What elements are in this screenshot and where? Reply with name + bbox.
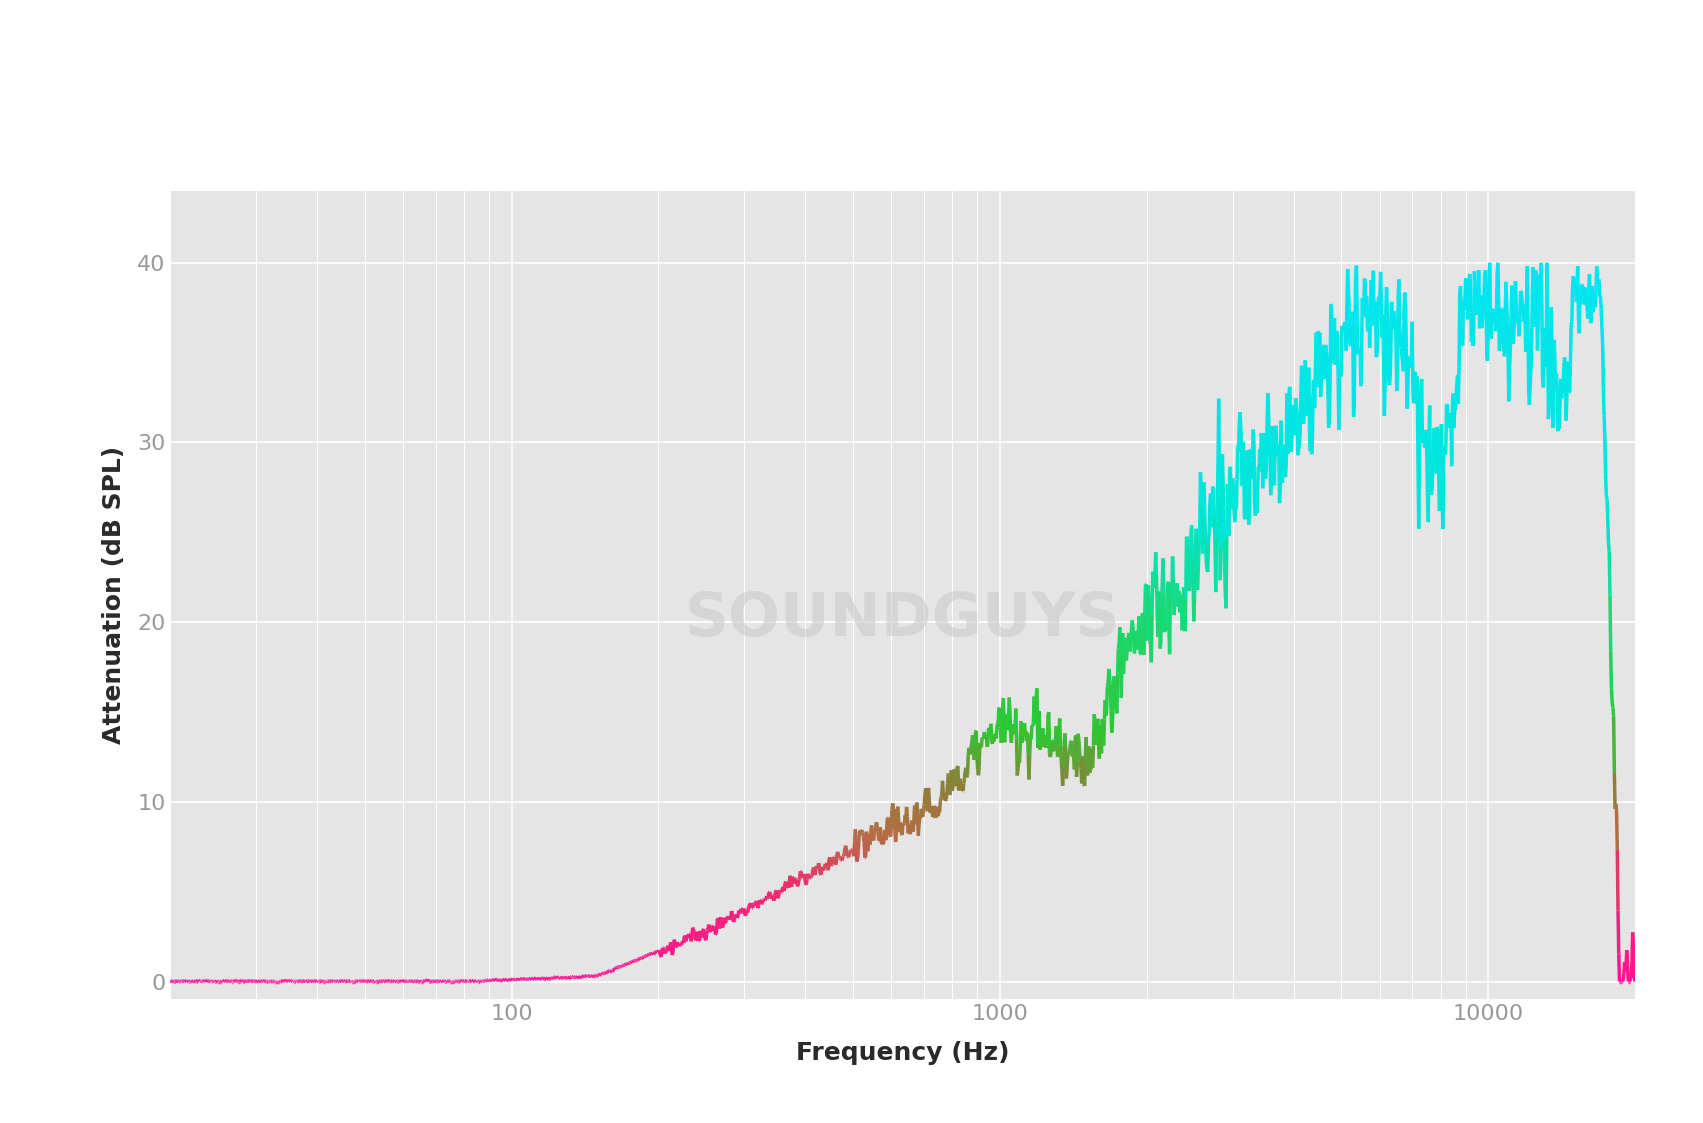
Text: SOUNDGUYS: SOUNDGUYS <box>685 590 1121 649</box>
Text: Sennheiser Momentum Wireless 3 Attenuation: Sennheiser Momentum Wireless 3 Attenuati… <box>305 54 1398 95</box>
Y-axis label: Attenuation (dB SPL): Attenuation (dB SPL) <box>102 446 126 745</box>
X-axis label: Frequency (Hz): Frequency (Hz) <box>795 1041 1010 1065</box>
